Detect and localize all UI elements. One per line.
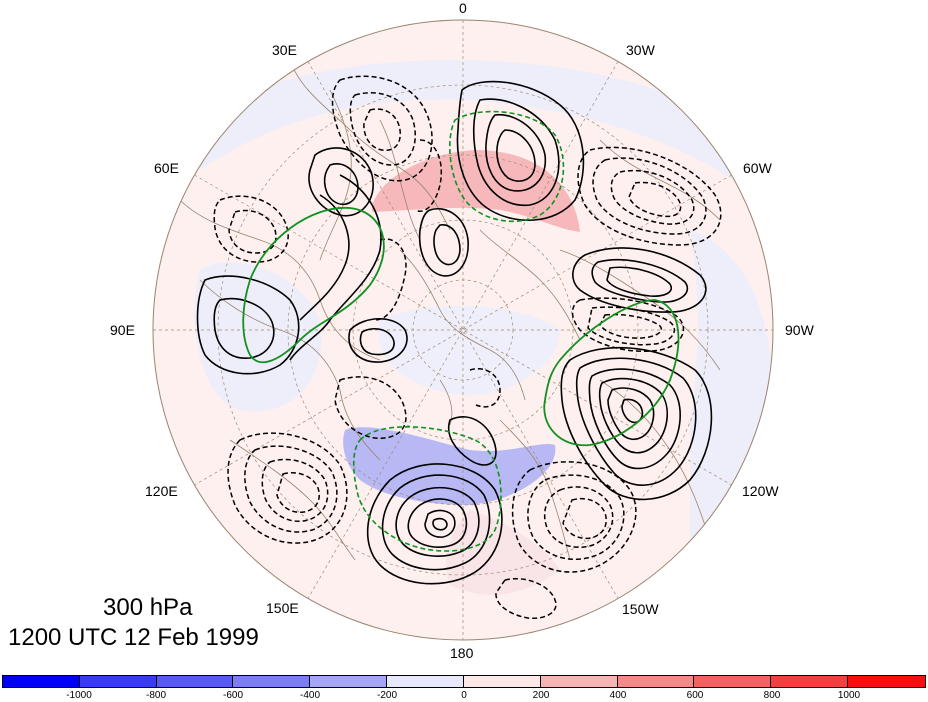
colorbar-tick-label: 1000 (837, 690, 861, 701)
colorbar-segment (463, 676, 541, 687)
colorbar-segment (694, 676, 772, 687)
shade-light-pink-south (446, 510, 560, 595)
green-dashed-contour-south (352, 426, 502, 552)
lon-label-30w: 30W (626, 42, 655, 58)
shade-light-blue-top (200, 60, 760, 200)
colorbar-tick-label: -200 (376, 690, 398, 701)
colorbar-tick-label: 800 (763, 690, 781, 701)
colorbar-segment (156, 676, 234, 687)
lon-label-150w: 150W (622, 601, 659, 617)
colorbar-tick-label: 200 (532, 690, 550, 701)
colorbar-segment (310, 676, 388, 687)
lon-label-120e: 120E (145, 483, 178, 499)
green-contour-west (242, 207, 385, 364)
lon-label-60e: 60E (154, 160, 179, 176)
colorbar-tick-label: 0 (461, 690, 467, 701)
colorbar-tick-label: -600 (222, 690, 244, 701)
positive-contours (196, 80, 713, 585)
negative-contours (213, 75, 722, 620)
colorbar-segment (79, 676, 157, 687)
colorbar-tick-label: 400 (609, 690, 627, 701)
colorbar-segment (387, 676, 464, 687)
lon-label-30e: 30E (272, 42, 297, 58)
shade-blue-south (343, 427, 556, 505)
lon-label-90e: 90E (110, 322, 135, 338)
lon-label-150e: 150E (266, 600, 299, 616)
colorbar-tick-label: -400 (299, 690, 321, 701)
green-dashed-contour-north (449, 110, 565, 223)
lon-label-180: 180 (450, 645, 474, 661)
colorbar (2, 675, 926, 688)
colorbar-segment (617, 676, 695, 687)
shade-pink-north (372, 150, 580, 232)
colorbar-tick-label: 600 (686, 690, 704, 701)
green-contour-east (543, 299, 680, 447)
map-boundary (152, 19, 774, 641)
lon-label-90w: 90W (785, 322, 814, 338)
pressure-level-label: 300 hPa (103, 594, 193, 621)
colorbar-tick-label: -800 (145, 690, 167, 701)
valid-time-label: 1200 UTC 12 Feb 1999 (8, 624, 259, 651)
colorbar-segment (848, 676, 925, 687)
green-dashed-contours (352, 110, 565, 552)
lon-label-120w: 120W (742, 483, 779, 499)
colorbar-segment (771, 676, 849, 687)
colorbar-segment (540, 676, 618, 687)
lon-label-0: 0 (459, 0, 467, 16)
colorbar-segment (3, 676, 80, 687)
colorbar-segment (233, 676, 311, 687)
colorbar-tick-label: -1000 (66, 690, 92, 701)
lon-label-60w: 60W (743, 160, 772, 176)
green-contours (242, 207, 680, 447)
